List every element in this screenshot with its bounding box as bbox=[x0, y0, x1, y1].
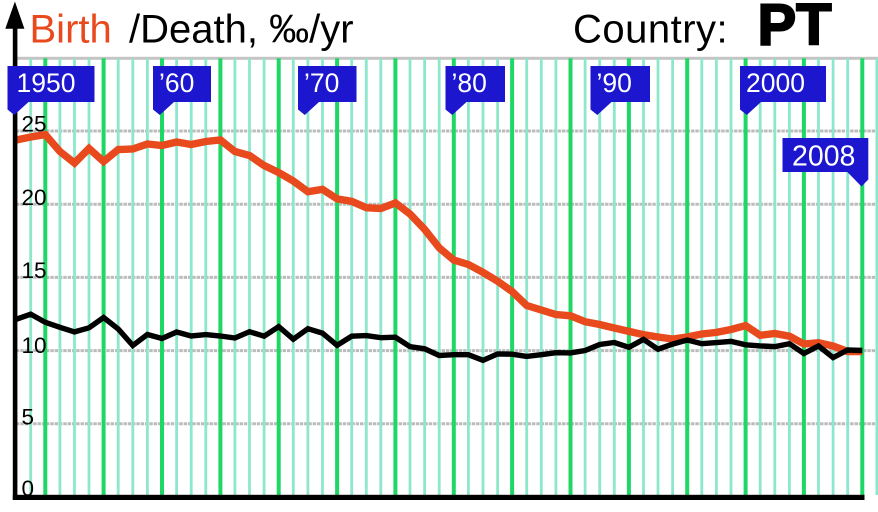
svg-text:20: 20 bbox=[22, 185, 47, 210]
svg-text:’70: ’70 bbox=[304, 68, 339, 98]
svg-text:Country:: Country: bbox=[573, 8, 728, 52]
svg-text:1950: 1950 bbox=[17, 68, 76, 98]
svg-text:/Death, ‰/yr: /Death, ‰/yr bbox=[129, 8, 354, 52]
svg-text:15: 15 bbox=[22, 258, 47, 283]
svg-text:10: 10 bbox=[22, 333, 47, 358]
svg-text:2000: 2000 bbox=[746, 68, 805, 98]
svg-text:5: 5 bbox=[22, 405, 35, 430]
svg-text:25: 25 bbox=[22, 112, 47, 137]
svg-text:PT: PT bbox=[758, 0, 832, 58]
svg-text:0: 0 bbox=[22, 476, 35, 501]
svg-text:’90: ’90 bbox=[597, 68, 632, 98]
svg-text:’80: ’80 bbox=[452, 68, 487, 98]
svg-text:’60: ’60 bbox=[159, 68, 194, 98]
svg-text:Birth: Birth bbox=[30, 8, 112, 52]
svg-text:2008: 2008 bbox=[792, 141, 855, 173]
